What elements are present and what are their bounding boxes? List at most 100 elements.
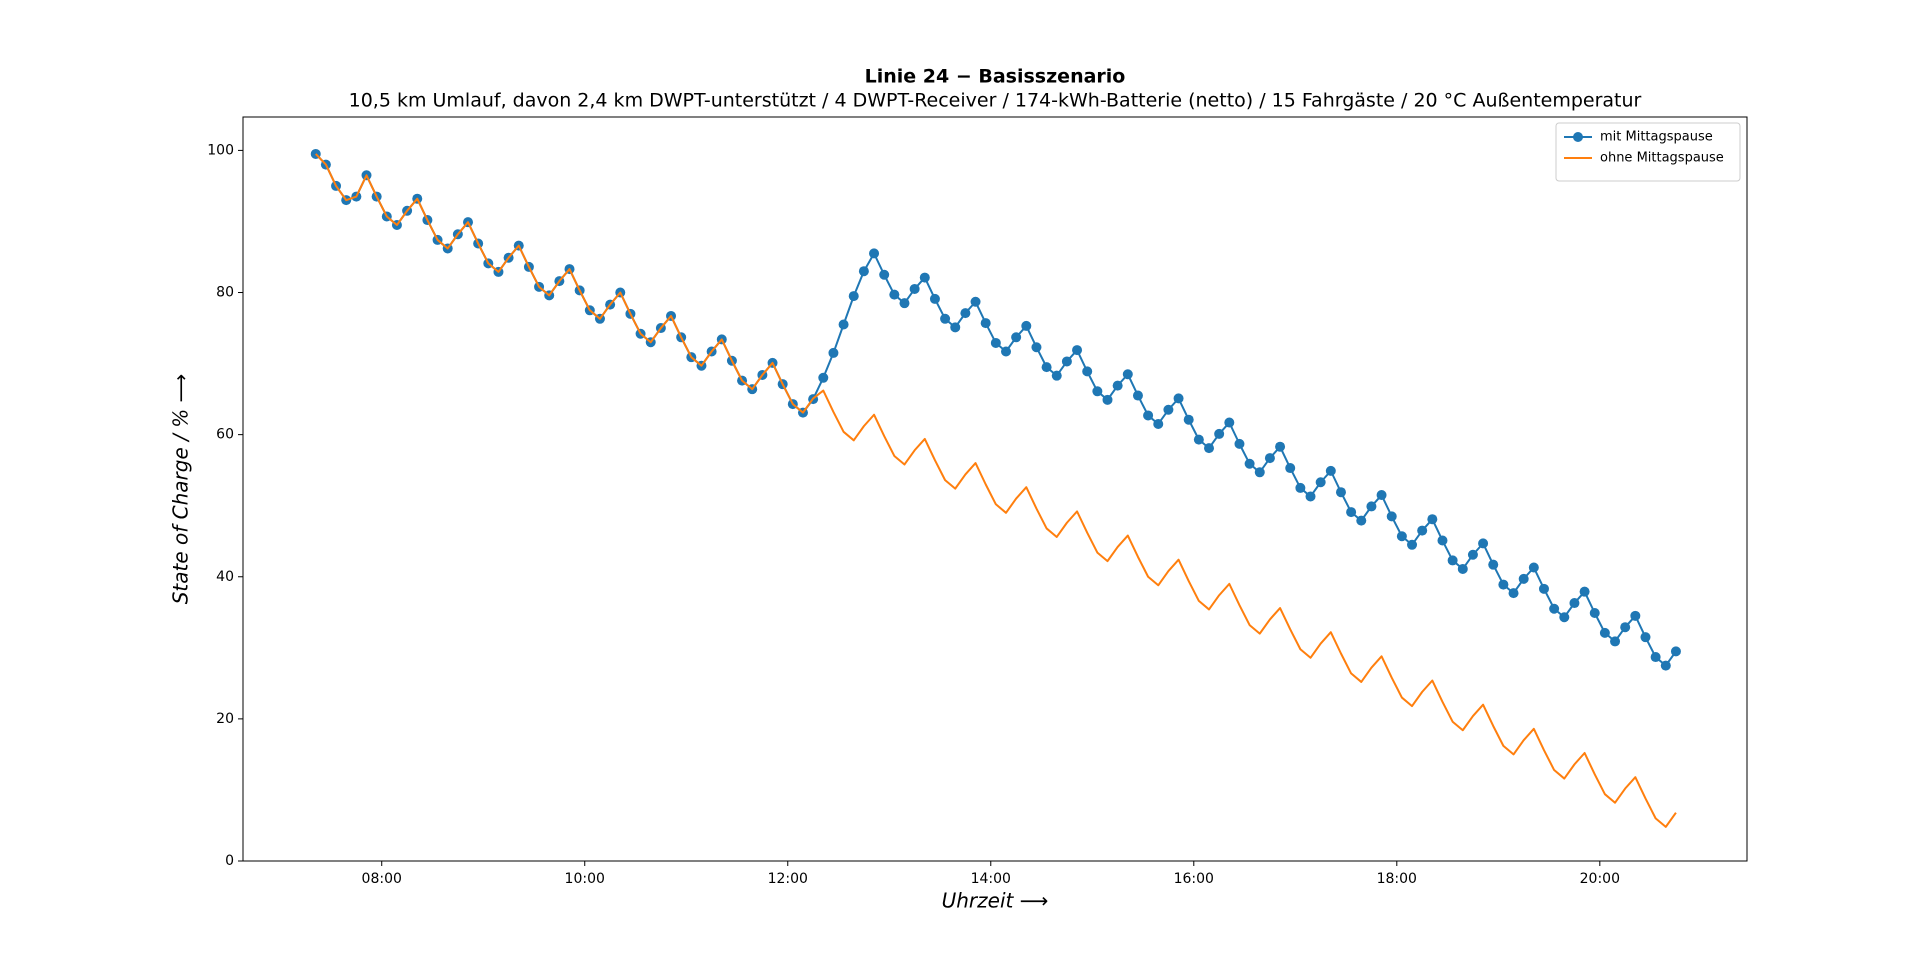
data-point	[990, 337, 1001, 348]
data-point	[1092, 386, 1103, 397]
data-point	[899, 298, 910, 309]
x-tick-label: 20:00	[1580, 871, 1620, 887]
data-point	[1589, 608, 1600, 618]
data-point	[1285, 463, 1296, 474]
data-point	[1366, 501, 1377, 512]
y-tick-label: 40	[216, 569, 234, 585]
data-point	[1143, 410, 1154, 421]
data-point	[1295, 482, 1306, 493]
data-point	[950, 322, 961, 333]
data-point	[1335, 487, 1346, 498]
data-point	[1579, 586, 1590, 597]
data-point	[1620, 622, 1631, 633]
y-axis-label: State of Charge / % ⟶	[169, 374, 193, 605]
data-point	[1427, 514, 1438, 525]
data-point	[1315, 477, 1326, 488]
data-point	[858, 266, 869, 277]
data-point	[1386, 511, 1397, 522]
data-point	[1528, 562, 1539, 573]
data-point	[1132, 390, 1143, 401]
data-point	[1000, 346, 1011, 357]
x-tick-label: 08:00	[362, 871, 402, 887]
data-point	[1549, 603, 1560, 614]
data-point	[1376, 490, 1387, 501]
x-tick-label: 16:00	[1174, 871, 1214, 887]
y-tick-label: 80	[216, 285, 234, 301]
data-point	[1396, 531, 1407, 542]
data-point	[1559, 612, 1570, 623]
x-tick-label: 18:00	[1377, 871, 1417, 887]
chart-title: Linie 24 − Basisszenario	[865, 66, 1126, 88]
data-point	[1488, 559, 1499, 570]
data-point	[1183, 414, 1194, 425]
data-point	[1538, 583, 1549, 594]
data-point	[1305, 491, 1316, 502]
x-tick-label: 10:00	[565, 871, 605, 887]
data-point	[929, 293, 940, 304]
data-point	[1011, 332, 1022, 343]
legend-box	[1555, 122, 1741, 182]
series-line	[315, 153, 1677, 828]
data-point	[1254, 467, 1265, 478]
legend-marker	[1573, 132, 1583, 142]
data-point	[1640, 632, 1651, 643]
data-point	[828, 347, 839, 358]
data-point	[1660, 660, 1671, 671]
y-tick-label: 0	[225, 853, 234, 869]
data-point	[1275, 441, 1286, 452]
data-point	[1610, 636, 1621, 647]
data-point	[970, 296, 981, 307]
data-point	[940, 313, 951, 324]
x-tick-label: 12:00	[768, 871, 808, 887]
data-point	[1630, 610, 1641, 621]
data-point	[1051, 370, 1062, 381]
data-point	[869, 248, 880, 259]
data-point	[1670, 646, 1681, 657]
data-point	[1214, 428, 1225, 439]
data-point	[1082, 366, 1093, 377]
x-axis-label: Uhrzeit ⟶	[942, 889, 1049, 913]
data-point	[1061, 356, 1072, 367]
data-point	[1346, 507, 1357, 518]
data-point	[1518, 573, 1529, 584]
data-point	[848, 291, 859, 302]
series-line	[315, 153, 1677, 667]
data-point	[1112, 380, 1123, 391]
data-point	[1153, 418, 1164, 429]
data-point	[1204, 443, 1215, 454]
data-point	[1072, 345, 1083, 356]
data-point	[1457, 563, 1468, 574]
data-point	[1356, 515, 1367, 526]
data-point	[1234, 438, 1245, 449]
data-point	[980, 318, 991, 329]
data-point	[960, 308, 971, 319]
data-point	[889, 289, 900, 300]
data-point	[1508, 588, 1519, 599]
data-point	[1122, 369, 1133, 380]
data-point	[919, 272, 930, 283]
data-point	[1264, 453, 1275, 464]
data-point	[1021, 320, 1032, 331]
data-point	[1437, 535, 1448, 546]
data-point	[1244, 458, 1255, 469]
data-point	[818, 372, 829, 383]
y-tick-label: 100	[207, 142, 234, 158]
data-point	[1193, 434, 1204, 445]
data-point	[879, 269, 890, 280]
y-tick-label: 20	[216, 711, 234, 727]
chart-subtitle: 10,5 km Umlauf, davon 2,4 km DWPT-unters…	[349, 90, 1642, 112]
data-point	[1041, 362, 1052, 373]
legend-label: mit Mittagspause	[1600, 130, 1713, 145]
data-point	[1417, 525, 1428, 536]
data-point	[1173, 393, 1184, 404]
data-point	[1031, 342, 1042, 353]
data-point	[838, 319, 849, 330]
plot-frame	[242, 116, 1748, 862]
x-tick-label: 14:00	[971, 871, 1011, 887]
legend-label: ohne Mittagspause	[1600, 151, 1724, 166]
y-tick-label: 60	[216, 427, 234, 443]
data-point	[1407, 539, 1418, 550]
data-point	[1650, 652, 1661, 663]
data-point	[1467, 549, 1478, 560]
